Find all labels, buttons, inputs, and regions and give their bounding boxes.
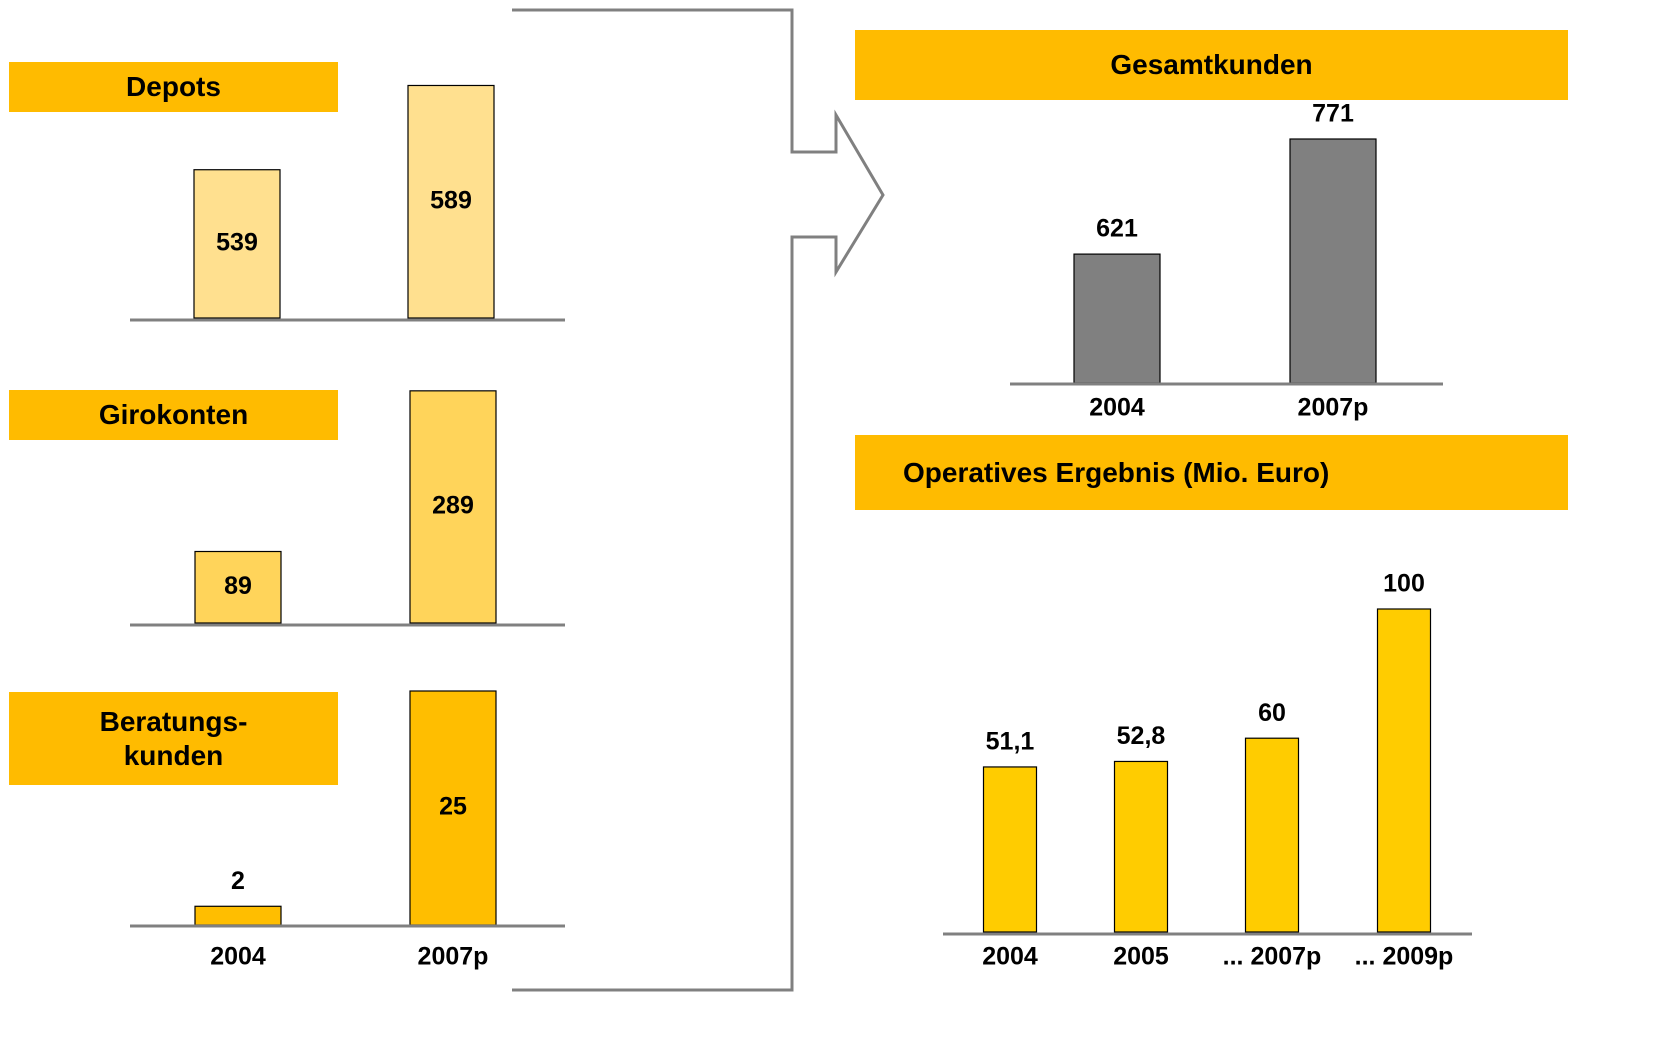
data-label: 60 — [1258, 699, 1286, 727]
x-tick-label: 2007p — [1298, 394, 1369, 422]
data-label: 621 — [1096, 215, 1138, 243]
data-label: 771 — [1312, 100, 1354, 128]
title-box: Depots — [9, 62, 338, 112]
x-tick-label: 2007p — [418, 943, 489, 971]
data-label: 89 — [224, 572, 252, 600]
connector-arrow — [512, 8, 885, 992]
title-box: Girokonten — [9, 390, 338, 440]
bar — [409, 690, 497, 926]
chart-title: Depots — [126, 71, 221, 102]
bar — [407, 84, 495, 319]
x-tick-label: ... 2009p — [1355, 943, 1454, 971]
bar — [193, 169, 281, 319]
x-tick-label: 2004 — [1089, 394, 1145, 422]
data-label: 25 — [439, 793, 467, 821]
bar — [1289, 138, 1377, 384]
x-tick-label: 2005 — [1113, 943, 1169, 971]
data-label: 289 — [432, 492, 474, 520]
bar — [1113, 760, 1169, 933]
title-box: Operatives Ergebnis (Mio. Euro) — [855, 435, 1568, 510]
chart-title: Girokonten — [98, 399, 249, 430]
data-label: 51,1 — [986, 728, 1035, 756]
data-label: 589 — [430, 186, 472, 214]
data-label: 100 — [1383, 570, 1425, 598]
bar — [194, 550, 282, 624]
bar — [982, 766, 1038, 933]
bar — [194, 905, 282, 926]
x-tick-label: 2004 — [982, 943, 1038, 971]
chart-title: Beratungs- kunden — [99, 705, 248, 771]
bar — [1073, 253, 1161, 384]
data-label: 52,8 — [1117, 722, 1166, 750]
x-tick-label: 2004 — [210, 943, 266, 971]
x-tick-label: ... 2007p — [1223, 943, 1322, 971]
data-label: 2 — [231, 867, 245, 895]
chart-title: Gesamtkunden — [1110, 49, 1313, 80]
chart-title: Operatives Ergebnis (Mio. Euro) — [903, 456, 1330, 488]
data-label: 539 — [216, 228, 258, 256]
bar — [1376, 608, 1432, 933]
title-box: Gesamtkunden — [855, 30, 1568, 100]
bar — [409, 390, 497, 624]
bar — [1244, 737, 1300, 933]
title-box: Beratungs- kunden — [9, 692, 338, 785]
